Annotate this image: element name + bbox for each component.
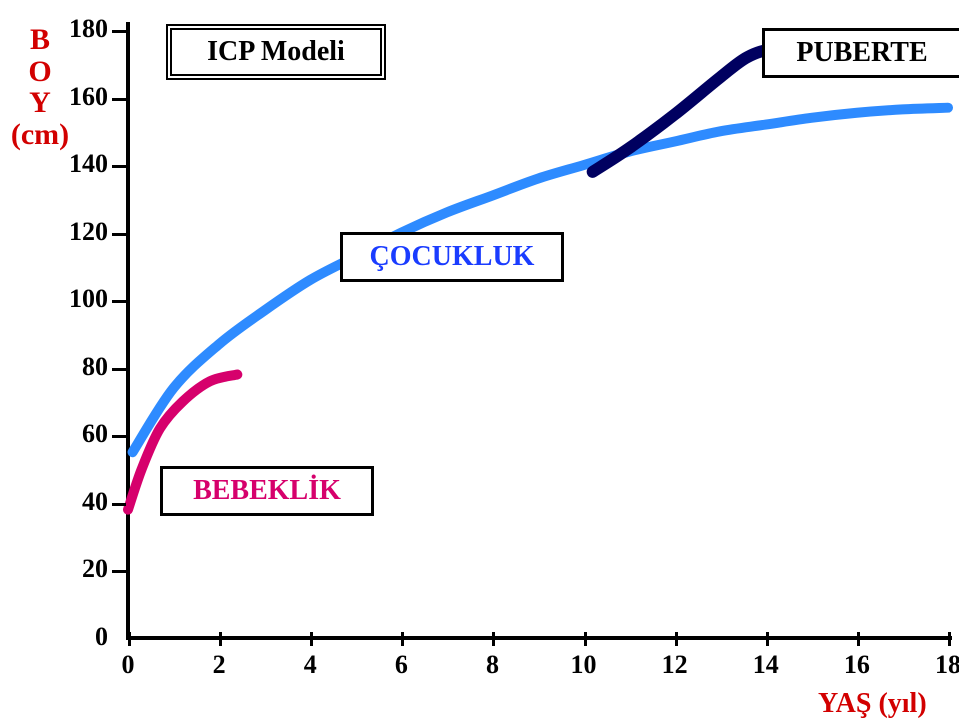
label-puberte: PUBERTE (762, 28, 959, 78)
x-tick-label: 12 (655, 650, 695, 680)
y-tick-label: 180 (60, 14, 108, 44)
y-tick-label: 160 (60, 82, 108, 112)
x-tick-label: 2 (199, 650, 239, 680)
y-tick-label: 60 (60, 419, 108, 449)
x-tick-label: 6 (381, 650, 421, 680)
x-tick-label: 14 (746, 650, 786, 680)
y-tick-mark (112, 368, 126, 371)
x-tick-mark (310, 632, 313, 646)
y-tick-label: 100 (60, 284, 108, 314)
plot-svg (0, 0, 959, 726)
chart-root: { "y_axis": { "title_lines": ["B","O","Y… (0, 0, 959, 726)
label-icp-modeli: ICP Modeli (166, 24, 386, 80)
y-tick-mark (112, 233, 126, 236)
label-cocukluk: ÇOCUKLUK (340, 232, 564, 282)
x-tick-mark (492, 632, 495, 646)
x-tick-label: 0 (108, 650, 148, 680)
x-tick-mark (857, 632, 860, 646)
y-tick-label: 80 (60, 352, 108, 382)
x-tick-mark (128, 632, 131, 646)
x-tick-mark (948, 632, 951, 646)
x-tick-mark (766, 632, 769, 646)
x-tick-mark (584, 632, 587, 646)
y-tick-mark (112, 30, 126, 33)
x-tick-label: 4 (290, 650, 330, 680)
label-bebeklik: BEBEKLİK (160, 466, 374, 516)
x-tick-mark (675, 632, 678, 646)
x-tick-label: 18 (928, 650, 959, 680)
y-tick-mark (112, 300, 126, 303)
y-tick-label: 20 (60, 554, 108, 584)
y-tick-label: 120 (60, 217, 108, 247)
y-tick-mark (112, 570, 126, 573)
x-tick-label: 8 (472, 650, 512, 680)
y-tick-label: 40 (60, 487, 108, 517)
x-tick-label: 10 (564, 650, 604, 680)
y-tick-mark (112, 503, 126, 506)
y-tick-mark (112, 98, 126, 101)
x-tick-label: 16 (837, 650, 877, 680)
x-tick-mark (219, 632, 222, 646)
y-tick-mark (112, 435, 126, 438)
y-tick-mark (112, 165, 126, 168)
x-tick-mark (401, 632, 404, 646)
y-tick-label: 0 (60, 622, 108, 652)
y-tick-label: 140 (60, 149, 108, 179)
